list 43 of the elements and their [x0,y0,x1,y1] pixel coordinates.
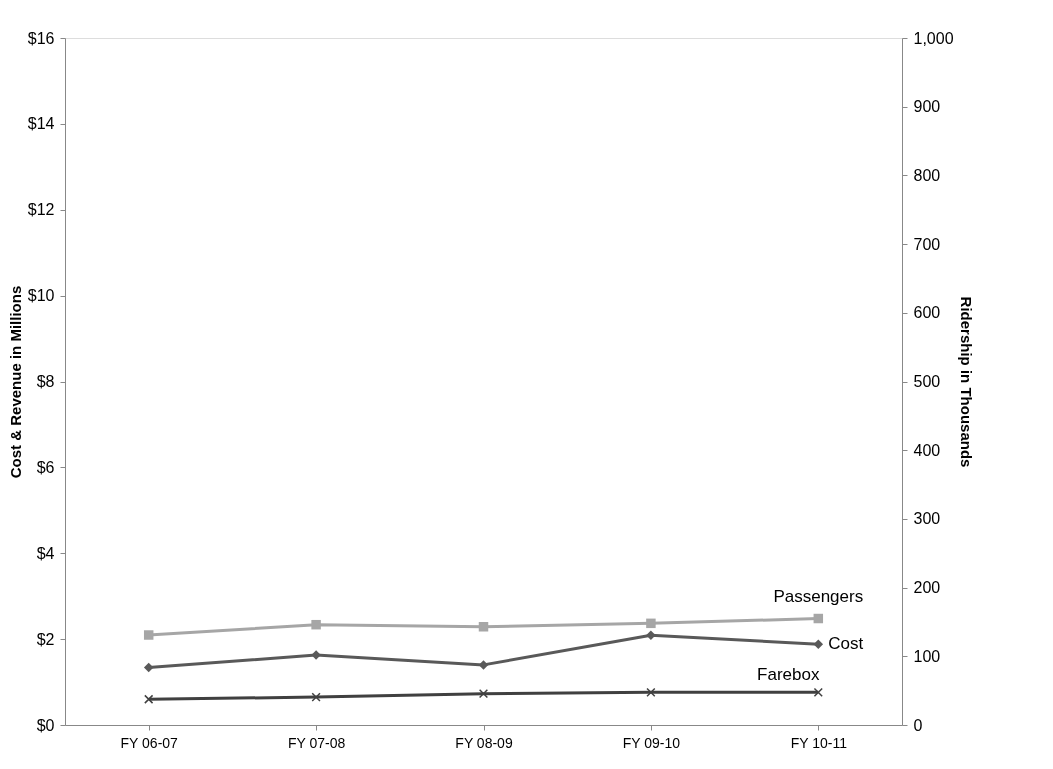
series-label: Farebox [757,665,820,685]
y-axis-title: Cost & Revenue in Millions [6,285,24,479]
y2-tick-label: 1,000 [913,29,954,47]
point [143,662,154,673]
y2-tick-label: 200 [913,579,941,597]
point [646,618,656,629]
y-tick-label: $8 [36,373,55,390]
point [478,689,489,699]
point [311,692,321,702]
point [646,687,656,697]
x-tick-label: FY 10-11 [790,734,848,751]
point [143,630,154,640]
point [311,619,321,630]
point [813,613,824,624]
y2-tick-label: 900 [913,98,941,116]
y-tick-label: $10 [27,287,55,305]
series-label: Cost [828,634,864,654]
y2-tick-label: 0 [913,716,923,734]
y2-tick-label: 700 [913,235,941,253]
point [646,630,656,640]
y-tick-label: $6 [36,458,55,476]
y2-axis-title: Ridership in Thousands [957,296,975,468]
point [813,687,823,697]
y-tick-label: $14 [27,115,55,133]
y2-tick-label: 500 [913,373,941,390]
series-label: Passengers [773,586,864,606]
y-tick-label: $16 [27,29,55,47]
y2-tick-label: 400 [913,441,941,459]
y-tick-label: $0 [36,716,55,734]
y-tick-label: $12 [27,201,55,219]
y2-tick-label: 100 [913,647,941,665]
y-tick-label: $2 [36,630,55,648]
y-tick-label: $4 [36,544,55,562]
y2-tick-label: 800 [913,166,941,184]
point [478,622,489,632]
y2-tick-label: 600 [913,304,941,322]
x-tick-label: FY 09-10 [622,734,681,751]
x-tick-label: FY 08-09 [455,734,513,751]
x-tick-label: FY 06-07 [120,734,179,751]
x-tick-label: FY 07-08 [287,734,346,751]
point [813,639,824,650]
point [144,694,154,704]
y2-tick-label: 300 [913,510,941,528]
